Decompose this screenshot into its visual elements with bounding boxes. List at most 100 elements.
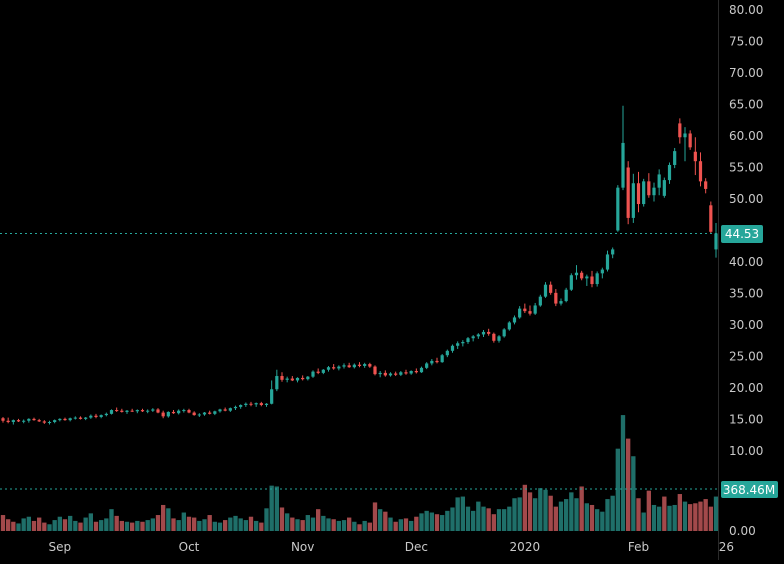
candle — [662, 177, 666, 198]
volume-bar — [0, 515, 6, 531]
candle-body — [151, 409, 155, 411]
volume-bar — [563, 499, 569, 531]
volume-bar — [491, 514, 497, 531]
candle-body — [254, 403, 258, 405]
candle-body — [554, 292, 558, 304]
candle-body — [569, 275, 573, 290]
volume-bar — [388, 517, 393, 531]
candle — [197, 413, 201, 417]
time-axis[interactable]: Sep Oct Nov Dec 2020 Feb 26 — [49, 540, 734, 554]
candle — [140, 408, 145, 412]
volume-bar — [687, 504, 693, 531]
candle — [89, 414, 93, 419]
volume-bar — [52, 520, 57, 531]
volume-bar — [336, 520, 342, 531]
volume-bar — [346, 517, 352, 531]
volume-bar — [403, 518, 409, 531]
candle-body — [657, 174, 661, 188]
volume-bar — [135, 520, 140, 531]
volume-bar — [605, 499, 610, 531]
candle — [94, 413, 98, 419]
candle-body — [16, 420, 21, 422]
volume-bar — [269, 485, 274, 531]
volume-bar — [579, 486, 584, 531]
candle — [280, 372, 284, 382]
volume-bar — [207, 515, 212, 531]
candle — [37, 418, 41, 423]
candle-body — [595, 273, 599, 285]
candle-body — [487, 331, 491, 334]
candle-body — [161, 412, 165, 417]
candle-body — [130, 410, 134, 412]
candle — [32, 417, 36, 421]
volume-bar — [222, 520, 228, 531]
candle-body — [332, 367, 336, 369]
volume-bar — [667, 505, 672, 531]
candle — [564, 287, 568, 303]
candle — [368, 362, 372, 368]
candle-body — [481, 331, 486, 335]
candle-body — [135, 410, 139, 412]
volume-bar — [11, 521, 16, 531]
volume-bar — [646, 490, 652, 531]
price-tick-label: 25.00 — [729, 350, 763, 364]
candle-body — [476, 334, 480, 337]
volume-bar — [470, 510, 476, 531]
volume-bar — [326, 518, 331, 531]
volume-bar — [481, 506, 486, 531]
volume-bar — [517, 497, 522, 531]
volume-bar — [486, 508, 491, 531]
candle-body — [673, 151, 677, 165]
volume-bar — [398, 519, 404, 531]
candle-body — [42, 421, 46, 423]
time-tick-label: Sep — [49, 540, 72, 554]
volume-bar — [114, 515, 119, 531]
candle-body — [631, 183, 635, 218]
volume-bar — [331, 519, 336, 531]
candle — [233, 405, 238, 411]
candle-body — [337, 366, 341, 369]
candle — [373, 365, 377, 376]
candle-body — [471, 336, 475, 339]
candle — [471, 335, 475, 342]
candle — [554, 289, 558, 307]
candle-body — [611, 249, 615, 255]
volume-bar — [460, 496, 466, 531]
time-tick-label: 26 — [719, 540, 734, 554]
candle-body — [450, 345, 455, 351]
price-tick-label: 65.00 — [729, 98, 763, 112]
candle-body — [419, 367, 424, 373]
candle — [47, 420, 52, 425]
candle — [435, 357, 439, 364]
candle — [502, 328, 506, 338]
volume-bar — [434, 514, 440, 531]
volume-bar — [662, 496, 667, 531]
volume-bar — [393, 521, 398, 531]
candle-body — [688, 133, 692, 148]
volume-bar — [290, 517, 295, 531]
candle-body — [678, 123, 682, 138]
candle — [11, 419, 15, 425]
candle — [476, 333, 480, 339]
candle-body — [316, 371, 320, 373]
candle — [693, 137, 697, 176]
volume-bar — [465, 506, 471, 531]
candle-body — [373, 366, 377, 375]
candle-body — [662, 180, 666, 196]
candle — [590, 270, 594, 288]
volume-bar — [548, 495, 553, 531]
candle — [456, 341, 460, 349]
volume-bar — [693, 503, 698, 531]
candle-body — [497, 336, 501, 341]
candle-body — [394, 373, 398, 375]
volume-bar — [78, 522, 83, 531]
candle-body — [492, 333, 496, 341]
time-tick-label: Nov — [291, 540, 314, 554]
candle — [244, 402, 248, 407]
candle-body — [63, 418, 67, 421]
volume-bar — [532, 498, 538, 531]
candle-body — [435, 360, 439, 363]
